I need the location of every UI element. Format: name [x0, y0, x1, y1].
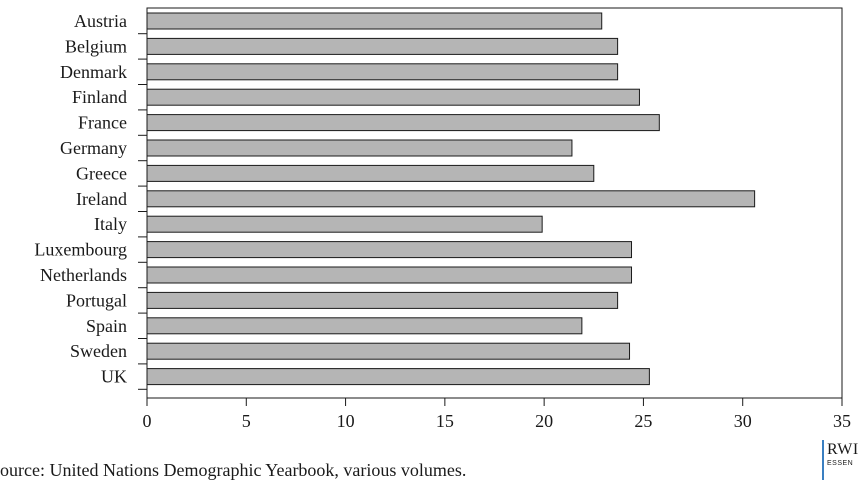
source-note: Source: United Nations Demographic Yearb… [0, 460, 467, 480]
category-label-finland: Finland [72, 87, 127, 107]
category-label-netherlands: Netherlands [40, 265, 127, 285]
bars [146, 12, 756, 386]
x-tick-label: 5 [242, 411, 251, 431]
x-tick-label: 15 [436, 411, 454, 431]
bar-sweden [146, 342, 631, 360]
bar-denmark [146, 63, 619, 81]
category-label-sweden: Sweden [70, 341, 127, 361]
bar-finland [146, 88, 640, 106]
category-label-germany: Germany [60, 138, 127, 158]
category-label-uk: UK [101, 367, 127, 387]
category-label-italy: Italy [94, 214, 127, 234]
category-label-luxembourg: Luxembourg [34, 240, 127, 260]
category-label-belgium: Belgium [65, 36, 127, 56]
x-tick-label: 35 [833, 411, 851, 431]
bar-france [146, 114, 660, 132]
bar-spain [146, 317, 583, 335]
bar-greece [146, 164, 595, 182]
logo-subtext: ESSEN [827, 460, 854, 467]
bar-germany [146, 139, 573, 157]
plot-frame [146, 7, 843, 399]
x-tick-label: 25 [634, 411, 652, 431]
category-label-denmark: Denmark [60, 62, 127, 82]
category-label-france: France [78, 113, 127, 133]
bar-ireland [146, 190, 756, 208]
bar-chart: Austria Belgium Denmark Finland France German… [34, 7, 851, 431]
category-labels: Austria Belgium Denmark Finland France German… [34, 11, 127, 387]
logo-text: RWI [827, 441, 859, 458]
bar-italy [146, 215, 543, 233]
bar-luxembourg [146, 241, 633, 259]
category-label-ireland: Ireland [76, 189, 127, 209]
axes: 0 5 10 15 20 25 30 35 [138, 7, 851, 431]
category-label-greece: Greece [76, 163, 127, 183]
x-tick-label: 0 [143, 411, 152, 431]
category-label-portugal: Portugal [66, 290, 127, 310]
x-tick-label: 20 [535, 411, 553, 431]
bar-portugal [146, 291, 619, 309]
bar-uk [146, 368, 650, 386]
rwi-logo: RWI ESSEN [822, 440, 860, 480]
x-tick-label: 30 [734, 411, 752, 431]
bar-austria [146, 12, 603, 30]
category-label-austria: Austria [74, 11, 127, 31]
category-label-spain: Spain [86, 316, 127, 336]
bar-netherlands [146, 266, 633, 284]
x-tick-label: 10 [337, 411, 355, 431]
bar-belgium [146, 37, 619, 55]
